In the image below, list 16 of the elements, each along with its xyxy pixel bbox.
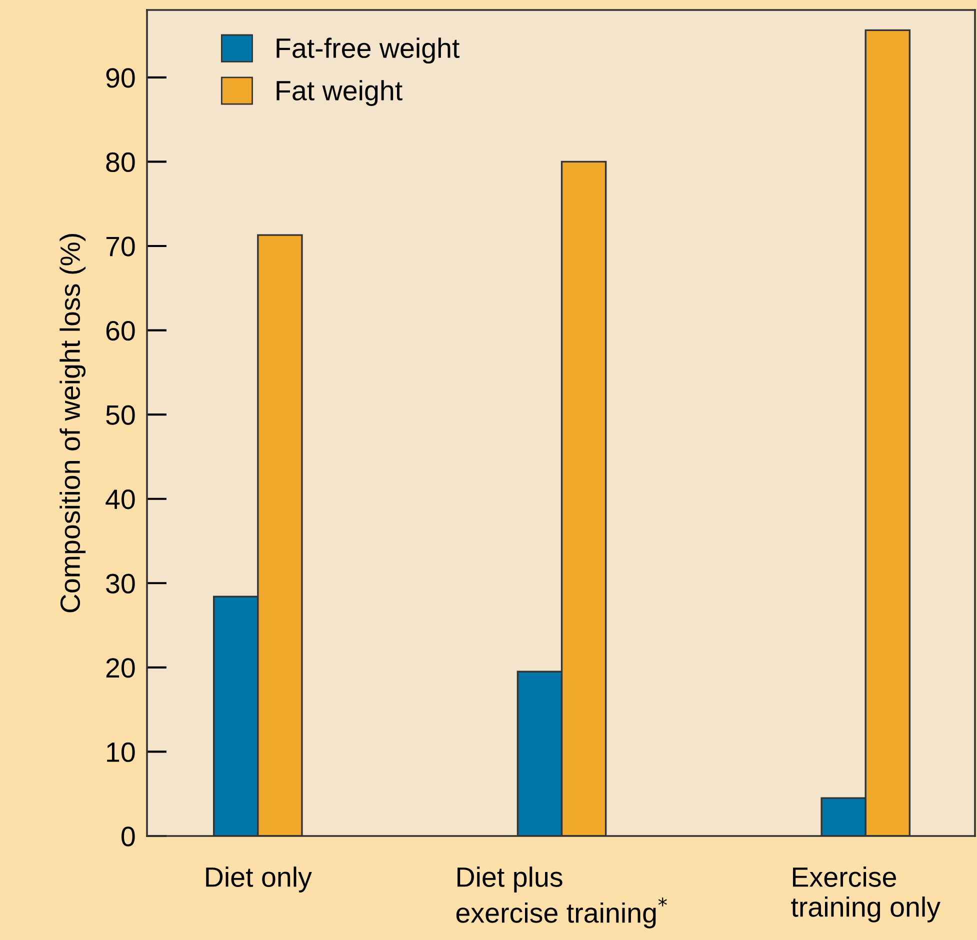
- legend-label: Fat-free weight: [276, 38, 460, 64]
- y-tick-label: 40: [106, 490, 135, 510]
- x-tick-label: Exercise training only: [791, 866, 940, 922]
- y-tick-label: 90: [106, 68, 135, 88]
- y-tick-label: 0: [122, 826, 135, 846]
- y-tick-label: 60: [106, 320, 135, 341]
- x-tick-label: Diet only: [206, 866, 312, 892]
- y-tick-label: 50: [106, 405, 135, 425]
- y-tick-label: 30: [106, 574, 135, 594]
- y-axis-title: Composition of weight loss (%): [60, 234, 86, 612]
- y-tick-label: 80: [106, 152, 135, 172]
- x-tick-label: Diet plus exercise training$^{*}$: [456, 866, 667, 928]
- y-tick-label: 10: [107, 742, 135, 762]
- y-tick-label: 70: [106, 236, 135, 256]
- legend-label: Fat weight: [276, 80, 402, 106]
- y-tick-label: 20: [106, 658, 135, 678]
